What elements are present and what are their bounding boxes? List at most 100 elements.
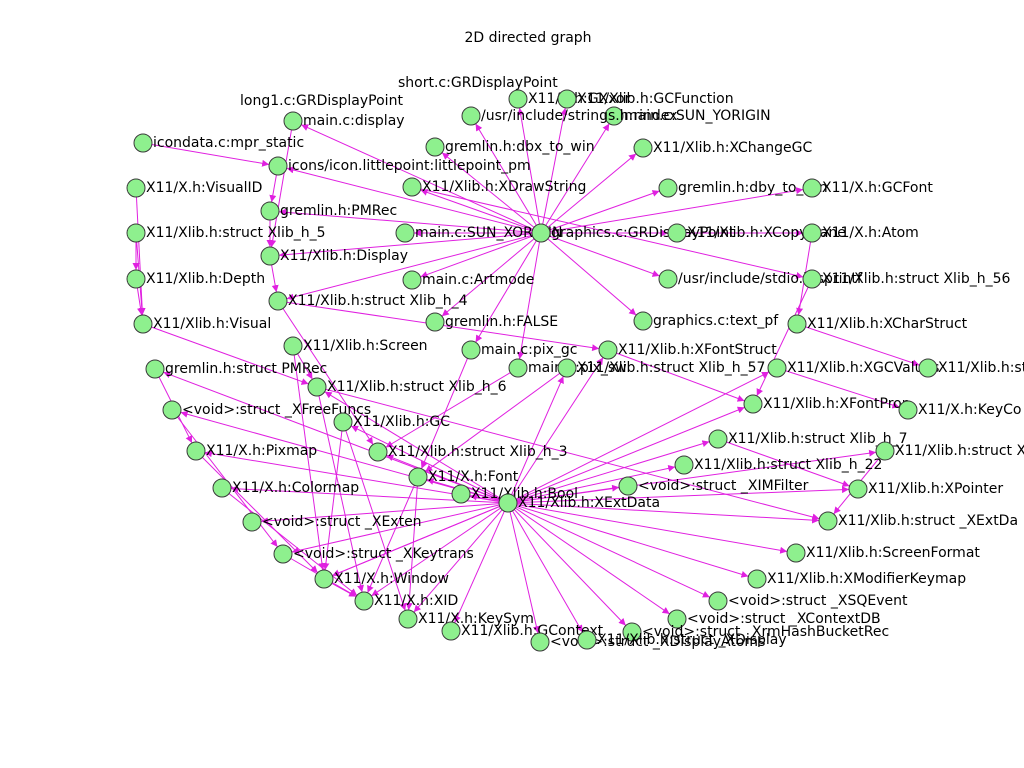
node: X11/Xlib.h:st (918, 358, 1024, 378)
node-circle (333, 412, 353, 432)
node-circle (577, 630, 597, 650)
node-circle (802, 178, 822, 198)
node-circle (802, 269, 822, 289)
edge (776, 367, 900, 409)
edge (260, 502, 509, 525)
node-label: X11/Xlib.h:XGCValues (787, 360, 939, 376)
edge (367, 476, 419, 593)
node-label: X11/Xlib.h:struct Xlib_h_5 (146, 225, 326, 241)
node-circle (767, 358, 787, 378)
edge (385, 367, 519, 448)
edge (517, 107, 542, 234)
node: X11/Xlib.h:XChangeGC (633, 138, 812, 158)
node-label: X11/Xlib.h:XPointer (868, 481, 1003, 497)
node: X11/Xlib.h:XModifierKeymap (747, 569, 966, 589)
node-label: X11/Xlib.h:struct Xlib_h_7 (728, 431, 908, 447)
edge (386, 454, 509, 504)
edge (507, 502, 670, 615)
node-label: X11/Xlib.h:GCFunction (577, 91, 734, 107)
node: X11/Xlib.h:Display (260, 246, 408, 266)
node-circle (126, 178, 146, 198)
node-circle (425, 137, 445, 157)
node: gremlin.h:struct PMRec (145, 359, 327, 379)
node: main.c:pix_sw (508, 358, 627, 378)
node-label: X11/Xlib.h:XCharStruct (807, 316, 968, 332)
node: X11/Xlib.h:Visual (133, 314, 271, 334)
node-circle (898, 400, 918, 420)
node: X11/Xlib.h:struct X (875, 441, 1024, 461)
node-circle (461, 340, 481, 360)
node: /usr/include/strings.h:rindex (461, 106, 677, 126)
node: X11/Xlib.h:XExtData (498, 493, 660, 513)
node-label: gremlin.h:dbx_to_win (445, 139, 595, 155)
node: icons/icon.littlepoint:littlepoint_pm (268, 156, 531, 176)
node-label: <void>:struct _XFreeFuncs (182, 402, 371, 418)
edge (342, 421, 407, 611)
edge (180, 410, 509, 504)
node-label: graphics.c:GRDisplayPoint (551, 225, 735, 241)
node-circle (314, 569, 334, 589)
node: X11/Xlib.h:struct Xlib_h_6 (307, 377, 507, 397)
node: gremlin.h:FALSE (425, 312, 558, 332)
edge (441, 232, 542, 317)
node-label: <void>:struct _XContextDB (687, 611, 881, 627)
edge (540, 107, 568, 234)
node-label: X11/X.h:Colormap (232, 480, 359, 496)
node-circle (598, 340, 618, 360)
edge (507, 406, 745, 504)
node-circle (530, 632, 550, 652)
node-circle (918, 358, 938, 378)
node: X11/Xlib.h:Depth (126, 269, 265, 289)
node-label: X11/Xlib.h:Depth (146, 271, 265, 287)
node-label: main.c:SUN_XORIGIN (415, 225, 562, 241)
edge (413, 502, 509, 613)
node-circle (747, 569, 767, 589)
node-circle (425, 312, 445, 332)
edge (507, 502, 711, 598)
node-label: <void>:struct _XExten (262, 514, 422, 530)
node-label: X11/Xlib.h:struct Xlib_h_4 (288, 293, 468, 309)
node: main.c:display (283, 111, 405, 131)
edge (540, 232, 637, 316)
node-circle (273, 544, 293, 564)
node: X11/Xlib.h:GContext (441, 621, 604, 641)
node: X11/Xlib.h:struct Xlib_h_4 (268, 291, 468, 311)
node: <void>:struct _XExten (242, 512, 422, 532)
edge (540, 123, 610, 234)
node-circle (557, 89, 577, 109)
node-circle (531, 223, 551, 243)
node-label: X11/Xlib.h:XModifierKeymap (767, 571, 966, 587)
node-label: X11/X.h:GXxor (528, 91, 631, 107)
node-circle (818, 511, 838, 531)
node: X11/X.h:Window (314, 569, 449, 589)
node-circle (242, 512, 262, 532)
node: X11/Xlib.h:struct Xlib_h_56 (802, 269, 1011, 289)
edge (135, 187, 146, 316)
node: X11/X.h:Pixmap (186, 441, 317, 461)
node-circle (162, 400, 182, 420)
node: X11/Xlib.h:Screen (283, 336, 428, 356)
node-label: X11/X.h:Window (334, 571, 449, 587)
node-label: gremlin.h:struct PMRec (165, 361, 327, 377)
node-label: X11/Xlib.h:GC (353, 414, 450, 430)
node-label: X11/X.h:VisualID (146, 180, 262, 196)
node-circle (622, 622, 642, 642)
edge (507, 464, 676, 504)
node-label: <void>:struct _XSQEvent (728, 593, 908, 609)
node: X11/X.h:Atom (802, 223, 919, 243)
node-label: short.c:GRDisplayPoint (398, 75, 558, 91)
node: short.c:GRDisplayPoint (398, 75, 558, 91)
edge (507, 502, 820, 524)
node-label: /usr/include/strings.h:rindex (481, 108, 677, 124)
node: gremlin.h:dbx_to_win (425, 137, 595, 157)
edge (292, 345, 326, 571)
node: X11/Xlib.h:XFontProp (743, 394, 911, 414)
node-label: <void>:struct _XIMFilter (638, 478, 809, 494)
edge (540, 232, 660, 277)
edge (540, 153, 637, 234)
edge (507, 502, 583, 633)
edge (475, 123, 542, 234)
node-label: X11/Xlib.h:XChangeGC (653, 140, 812, 156)
node: X11/X.h:VisualID (126, 178, 262, 198)
edge (507, 440, 710, 504)
